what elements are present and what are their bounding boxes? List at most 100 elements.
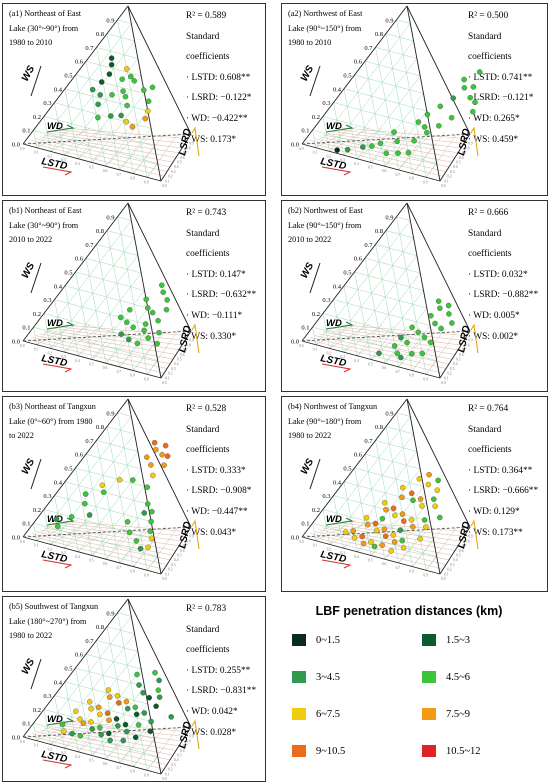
- face-grid-line: [119, 128, 152, 171]
- data-point: [135, 722, 142, 728]
- data-point: [421, 334, 428, 341]
- tick-label: 0.3: [322, 100, 330, 107]
- face-grid-line: [412, 342, 434, 371]
- data-point: [88, 705, 94, 712]
- axis-label-lstd: LSTD: [40, 353, 68, 369]
- face-grid-line: [64, 255, 139, 353]
- face-grid: [312, 216, 437, 375]
- face-grid-line: [370, 93, 424, 163]
- data-point: [408, 490, 415, 497]
- data-point: [88, 719, 94, 725]
- tick-label-minor: 0.6: [180, 549, 185, 553]
- tick-label-minor: 0.4: [75, 162, 80, 166]
- tick-label-minor: 0.6: [180, 156, 185, 160]
- face-grid-line: [333, 102, 431, 129]
- tick-label-minor: 0.5: [89, 759, 94, 763]
- tick-label: 0.1: [22, 521, 30, 528]
- face-grid-line: [117, 612, 148, 771]
- data-point: [470, 108, 476, 115]
- tick-label-minor: 0.5: [177, 554, 182, 558]
- tetra-edge: [22, 202, 129, 342]
- data-point: [95, 704, 102, 711]
- tick-label-minor: 0.1: [165, 179, 170, 183]
- legend-item: 4.5~6: [422, 671, 470, 683]
- data-point: [404, 339, 410, 346]
- tetra-edge: [127, 398, 162, 575]
- face-grid-line: [36, 416, 132, 541]
- tick-label-minor: 0.7: [117, 173, 122, 177]
- face-grid-line: [33, 129, 158, 164]
- axis-arrows: [30, 658, 200, 769]
- tick-label: 0.0: [12, 142, 20, 149]
- base-grid-line: [56, 722, 186, 737]
- lsrd-arrow: [191, 126, 200, 157]
- data-point: [435, 477, 441, 484]
- data-point: [476, 69, 483, 75]
- stats-block: R² = 0.500 Standard coefficients · LSTD: 0…: [468, 6, 533, 150]
- tetra-edge: [439, 526, 471, 575]
- face-grid-line: [364, 453, 421, 470]
- face-grid-line: [385, 230, 414, 239]
- tick-label-minor: 0.5: [456, 161, 461, 165]
- data-point: [371, 543, 378, 550]
- legend-label: 7.5~9: [446, 708, 471, 720]
- edge-tick-labels: 0.00.00.10.10.20.20.30.30.40.40.50.50.60…: [299, 535, 473, 581]
- face-grid-line: [54, 695, 152, 722]
- tick-label-minor: 0.8: [186, 146, 191, 150]
- base-grid-line: [398, 131, 433, 171]
- data-point: [363, 514, 370, 521]
- data-point: [408, 517, 415, 523]
- base-grid-line: [331, 328, 462, 346]
- face-grid-line: [43, 509, 51, 545]
- tick-label: 0.9: [106, 17, 114, 24]
- lsrd-arrow: [191, 719, 200, 750]
- legend-label: 10.5~12: [446, 745, 481, 757]
- data-point: [421, 124, 428, 130]
- data-point: [381, 499, 388, 506]
- stats-block: R² = 0.743 Standard coefficients · LSTD: 0…: [186, 203, 256, 347]
- data-point: [379, 542, 385, 548]
- lstd-arrow: [42, 363, 73, 373]
- data-point: [152, 669, 158, 676]
- tick-label: 0.0: [12, 339, 20, 346]
- data-point: [149, 508, 155, 515]
- data-point: [124, 728, 130, 735]
- data-point: [115, 723, 121, 729]
- wd-arrow: [46, 124, 75, 133]
- tick-label: 0.0: [291, 339, 299, 346]
- lsrd-arrow: [470, 323, 479, 354]
- face-grid-line: [384, 307, 427, 364]
- base-grid-line: [146, 133, 179, 178]
- tetra-edge: [439, 330, 471, 379]
- face-grid-line: [333, 495, 344, 549]
- data-point: [342, 529, 349, 535]
- ws-arrow: [30, 262, 42, 294]
- tick-label-minor: 0.4: [453, 362, 458, 366]
- tick-label: 0.6: [75, 59, 84, 66]
- panel-title: (a2) Northwest of East Lake (90°~150°) f…: [288, 9, 363, 47]
- tetra-edge: [439, 133, 471, 182]
- data-point: [401, 518, 407, 524]
- tetra-edge: [22, 5, 129, 145]
- face-grid-line: [54, 299, 152, 326]
- face-grid-line: [343, 255, 418, 353]
- tick-label-minor: 0.3: [340, 551, 345, 555]
- tetrahedron-plot: 0.00.10.20.30.40.50.60.70.80.90.00.00.10…: [291, 398, 479, 581]
- base-grid-line: [384, 130, 420, 167]
- face-grid-line: [75, 467, 93, 556]
- face-grid-line: [75, 667, 93, 756]
- face-grid-line: [354, 74, 424, 94]
- stats-block: R² = 0.666 Standard coefficients · LSTD: 0…: [468, 203, 538, 347]
- tick-label-minor: 0.6: [103, 762, 108, 766]
- tick-label-minor: 0.2: [168, 568, 173, 572]
- tick-label-minor: 0.1: [165, 772, 170, 776]
- data-point: [399, 537, 406, 544]
- tetra-edge: [160, 726, 192, 775]
- tick-label-minor: 0.0: [20, 344, 25, 348]
- ws-tick-labels: 0.00.10.20.30.40.50.60.70.80.9: [291, 17, 394, 148]
- tick-label-minor: 0.8: [409, 374, 414, 378]
- data-point: [126, 529, 133, 536]
- data-point: [148, 718, 154, 725]
- face-grid-line: [426, 163, 437, 178]
- r-squared: R² = 0.764: [468, 404, 509, 414]
